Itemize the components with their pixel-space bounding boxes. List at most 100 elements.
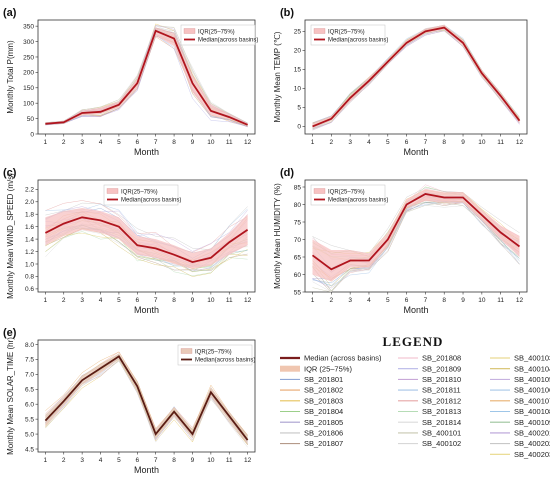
x-tick-label: 7 bbox=[424, 297, 428, 304]
y-tick-label: 5 bbox=[297, 105, 301, 112]
legend-box bbox=[310, 184, 386, 206]
y-tick-label: 1.2 bbox=[25, 249, 34, 256]
legend-iqr-label: IQR(25–75%) bbox=[195, 349, 232, 355]
x-tick-label: 7 bbox=[154, 297, 158, 304]
x-tick-label: 5 bbox=[117, 297, 121, 304]
legend-entry-label: SB_400102 bbox=[422, 439, 461, 448]
basin-line bbox=[312, 205, 520, 293]
y-tick-label: 2.2 bbox=[25, 187, 34, 194]
legend-entry-label: SB_400109 bbox=[514, 418, 550, 427]
legend-entry-label: SB_400105 bbox=[514, 375, 550, 384]
x-tick-label: 3 bbox=[348, 139, 352, 146]
panel-label: (c) bbox=[3, 167, 17, 179]
x-tick-label: 9 bbox=[191, 457, 195, 464]
y-axis-label: Monthly Mean TEMP (℃) bbox=[273, 31, 282, 122]
legend-entry-label: SB_201809 bbox=[422, 364, 461, 373]
legend-box bbox=[103, 184, 179, 206]
x-tick-label: 4 bbox=[367, 139, 371, 146]
x-tick-label: 11 bbox=[497, 139, 504, 146]
legend-box bbox=[177, 344, 253, 366]
x-tick-label: 1 bbox=[311, 297, 315, 304]
x-tick-label: 2 bbox=[62, 297, 66, 304]
legend-entry-label: SB_201801 bbox=[304, 375, 343, 384]
y-tick-label: 200 bbox=[23, 70, 34, 77]
x-axis-label: Month bbox=[403, 305, 428, 315]
x-tick-label: 8 bbox=[172, 139, 176, 146]
legend-entry-label: SB_400101 bbox=[422, 429, 461, 438]
x-tick-label: 5 bbox=[117, 139, 121, 146]
legend-entry-label: SB_201804 bbox=[304, 407, 343, 416]
legend-entry-label: SB_201808 bbox=[422, 354, 461, 363]
legend-entry-label: SB_201810 bbox=[422, 375, 461, 384]
legend-iqr-label: IQR(25–75%) bbox=[198, 29, 235, 35]
y-tick-label: 1.0 bbox=[25, 261, 34, 268]
legend-median-label: Median(across basins) bbox=[198, 38, 258, 44]
y-tick-label: 0 bbox=[30, 131, 34, 138]
legend-iqr-swatch bbox=[183, 28, 196, 34]
x-tick-label: 1 bbox=[44, 139, 48, 146]
x-tick-label: 2 bbox=[62, 139, 66, 146]
x-tick-label: 9 bbox=[191, 297, 195, 304]
legend-median-label: Median(across basins) bbox=[328, 38, 388, 44]
legend-iqr-swatch bbox=[313, 28, 326, 34]
x-tick-label: 10 bbox=[478, 139, 486, 146]
y-tick-label: 6.5 bbox=[25, 387, 34, 394]
x-tick-label: 11 bbox=[497, 297, 504, 304]
x-tick-label: 11 bbox=[226, 457, 233, 464]
x-axis-label: Month bbox=[134, 465, 159, 475]
basin-line bbox=[312, 202, 520, 287]
basin-line bbox=[45, 25, 248, 124]
legend-entry-label: SB_201811 bbox=[422, 386, 461, 395]
y-tick-label: 55 bbox=[294, 289, 302, 296]
panel-label: (a) bbox=[3, 7, 17, 19]
x-tick-label: 8 bbox=[442, 297, 446, 304]
y-tick-label: 15 bbox=[294, 67, 302, 74]
x-tick-label: 4 bbox=[99, 457, 103, 464]
x-tick-label: 12 bbox=[244, 139, 252, 146]
median-line bbox=[44, 216, 249, 264]
basin-line bbox=[312, 199, 520, 292]
y-tick-label: 0.8 bbox=[25, 274, 34, 281]
legend-entry-label: SB_201813 bbox=[422, 407, 461, 416]
legend-entry-label: SB_201807 bbox=[304, 439, 343, 448]
basin-line bbox=[45, 35, 248, 128]
legend-median-label: Median(across basins) bbox=[195, 358, 255, 364]
legend-iqr-swatch bbox=[180, 348, 193, 354]
basin-line bbox=[45, 206, 248, 252]
chart-panel-4: (d)1 2 3 4 5 6 7 8 9 10 11 1255606570758085MonthMon… bbox=[273, 167, 528, 315]
y-tick-label: 75 bbox=[294, 219, 302, 226]
legend-entry-label: SB_201806 bbox=[304, 429, 343, 438]
y-tick-label: 100 bbox=[23, 100, 34, 107]
y-tick-label: 350 bbox=[23, 23, 34, 30]
x-axis-label: Month bbox=[134, 147, 159, 157]
legend-iqr-label: IQR(25–75%) bbox=[328, 189, 365, 195]
legend-entry-label: SB_400203 bbox=[514, 450, 550, 459]
legend-entry-label: SB_400104 bbox=[514, 364, 550, 373]
x-tick-label: 1 bbox=[44, 297, 48, 304]
x-tick-label: 9 bbox=[461, 139, 465, 146]
y-tick-label: 60 bbox=[294, 272, 302, 279]
x-tick-label: 3 bbox=[80, 297, 84, 304]
legend-entry-label: SB_400107 bbox=[514, 396, 550, 405]
x-tick-label: 10 bbox=[207, 297, 215, 304]
panel-label: (d) bbox=[280, 167, 294, 179]
x-tick-label: 9 bbox=[191, 139, 195, 146]
panel-label: (e) bbox=[3, 327, 17, 339]
legend-iqr-swatch bbox=[106, 188, 119, 194]
x-tick-label: 12 bbox=[516, 139, 524, 146]
legend-iqr-label: IQR(25–75%) bbox=[328, 29, 365, 35]
legend-median-label: Median(across basins) bbox=[328, 198, 388, 204]
basin-line bbox=[45, 200, 248, 253]
median-line bbox=[311, 193, 521, 271]
chart-panel-5: (e)1 2 3 4 5 6 7 8 9 10 11 124.55.05.56.06.57.07.58… bbox=[3, 327, 256, 475]
y-tick-label: 0 bbox=[297, 124, 301, 131]
x-tick-label: 6 bbox=[405, 139, 409, 146]
x-tick-label: 5 bbox=[386, 139, 390, 146]
legend-entry-label: SB_201802 bbox=[304, 386, 343, 395]
x-tick-label: 6 bbox=[405, 297, 409, 304]
y-tick-label: 300 bbox=[23, 39, 34, 46]
x-tick-label: 5 bbox=[117, 457, 121, 464]
x-tick-label: 10 bbox=[478, 297, 486, 304]
